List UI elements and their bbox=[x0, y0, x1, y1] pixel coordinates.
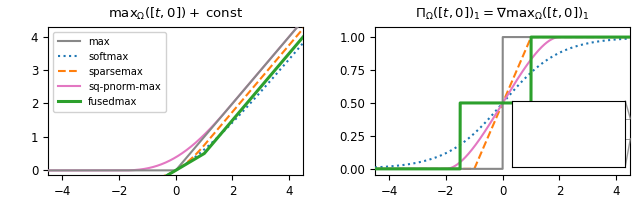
max bbox=[44, 169, 52, 172]
fusedmax bbox=[572, 36, 580, 38]
softmax bbox=[384, 165, 392, 168]
Line: softmax: softmax bbox=[48, 43, 303, 193]
softmax bbox=[572, 45, 580, 48]
Line: sq-pnorm-max: sq-pnorm-max bbox=[48, 20, 303, 170]
sparsemax bbox=[488, 126, 496, 128]
Line: fusedmax: fusedmax bbox=[375, 37, 630, 169]
sparsemax bbox=[161, 174, 169, 177]
sparsemax bbox=[57, 177, 65, 180]
max bbox=[620, 36, 627, 38]
fusedmax bbox=[495, 102, 503, 104]
sq-pnorm-max bbox=[300, 19, 307, 21]
fusedmax bbox=[627, 36, 634, 38]
sparsemax bbox=[371, 168, 379, 170]
Line: sq-pnorm-max: sq-pnorm-max bbox=[375, 37, 630, 169]
sq-pnorm-max bbox=[619, 36, 627, 38]
sparsemax bbox=[44, 177, 52, 180]
softmax bbox=[57, 192, 65, 194]
softmax bbox=[619, 38, 627, 40]
sq-pnorm-max bbox=[572, 36, 580, 38]
Title: $\mathrm{max}_\Omega([t,0])+\;\mathrm{const}$: $\mathrm{max}_\Omega([t,0])+\;\mathrm{co… bbox=[108, 6, 243, 22]
sq-pnorm-max bbox=[371, 168, 379, 170]
Legend: max, softmax, sparsemax, sq-pnorm-max, fusedmax: max, softmax, sparsemax, sq-pnorm-max, f… bbox=[53, 32, 166, 112]
softmax bbox=[292, 50, 300, 52]
max bbox=[292, 28, 300, 30]
sparsemax bbox=[572, 36, 580, 38]
max bbox=[627, 36, 634, 38]
sq-pnorm-max bbox=[292, 27, 300, 30]
sq-pnorm-max bbox=[627, 36, 634, 38]
fusedmax bbox=[44, 194, 52, 197]
fusedmax bbox=[292, 44, 300, 47]
sq-pnorm-max bbox=[384, 168, 392, 170]
Line: max: max bbox=[48, 20, 303, 170]
fusedmax bbox=[527, 36, 535, 38]
fusedmax bbox=[371, 168, 379, 170]
fusedmax bbox=[57, 194, 65, 197]
sparsemax bbox=[292, 36, 300, 38]
fusedmax bbox=[620, 36, 627, 38]
fusedmax bbox=[245, 99, 253, 102]
fusedmax bbox=[168, 171, 176, 174]
sq-pnorm-max bbox=[556, 36, 563, 38]
Bar bbox=[545, 119, 630, 139]
sparsemax bbox=[627, 36, 634, 38]
fusedmax bbox=[161, 175, 169, 178]
Line: softmax: softmax bbox=[375, 39, 630, 167]
softmax bbox=[300, 41, 307, 44]
max bbox=[371, 168, 379, 170]
softmax bbox=[619, 38, 627, 40]
fusedmax bbox=[292, 44, 300, 47]
softmax bbox=[44, 192, 52, 194]
softmax bbox=[245, 103, 253, 106]
max bbox=[161, 169, 169, 172]
softmax bbox=[161, 175, 169, 177]
sq-pnorm-max bbox=[168, 158, 176, 161]
sq-pnorm-max bbox=[161, 161, 169, 164]
sq-pnorm-max bbox=[57, 169, 65, 172]
sq-pnorm-max bbox=[488, 119, 496, 121]
Line: max: max bbox=[375, 37, 630, 169]
sparsemax bbox=[168, 171, 176, 174]
max bbox=[572, 36, 580, 38]
softmax bbox=[292, 50, 300, 53]
max bbox=[384, 168, 392, 170]
max bbox=[619, 36, 627, 38]
softmax bbox=[627, 37, 634, 40]
softmax bbox=[371, 166, 379, 169]
sparsemax bbox=[619, 36, 627, 38]
sparsemax bbox=[620, 36, 627, 38]
sparsemax bbox=[245, 91, 253, 93]
sq-pnorm-max bbox=[620, 36, 627, 38]
sq-pnorm-max bbox=[44, 169, 52, 172]
sparsemax bbox=[300, 27, 307, 29]
max bbox=[168, 169, 176, 172]
sq-pnorm-max bbox=[495, 108, 503, 110]
fusedmax bbox=[300, 35, 307, 38]
max bbox=[499, 36, 507, 38]
max bbox=[495, 168, 503, 170]
max bbox=[300, 19, 307, 21]
sparsemax bbox=[292, 36, 300, 38]
Line: fusedmax: fusedmax bbox=[48, 37, 303, 195]
sparsemax bbox=[527, 36, 535, 38]
max bbox=[292, 27, 300, 30]
Line: sparsemax: sparsemax bbox=[375, 37, 630, 169]
softmax bbox=[495, 106, 503, 108]
sparsemax bbox=[384, 168, 392, 170]
max bbox=[57, 169, 65, 172]
fusedmax bbox=[488, 102, 496, 104]
sparsemax bbox=[495, 110, 503, 112]
sq-pnorm-max bbox=[292, 27, 300, 30]
fusedmax bbox=[384, 168, 392, 170]
Line: sparsemax: sparsemax bbox=[48, 28, 303, 179]
Title: $\Pi_\Omega([t,0])_1 = \nabla\mathrm{max}_\Omega([t,0])_1$: $\Pi_\Omega([t,0])_1 = \nabla\mathrm{max… bbox=[415, 6, 590, 22]
fusedmax bbox=[619, 36, 627, 38]
softmax bbox=[488, 114, 496, 116]
softmax bbox=[168, 171, 176, 174]
max bbox=[245, 83, 253, 85]
sq-pnorm-max bbox=[245, 83, 253, 85]
max bbox=[488, 168, 496, 170]
